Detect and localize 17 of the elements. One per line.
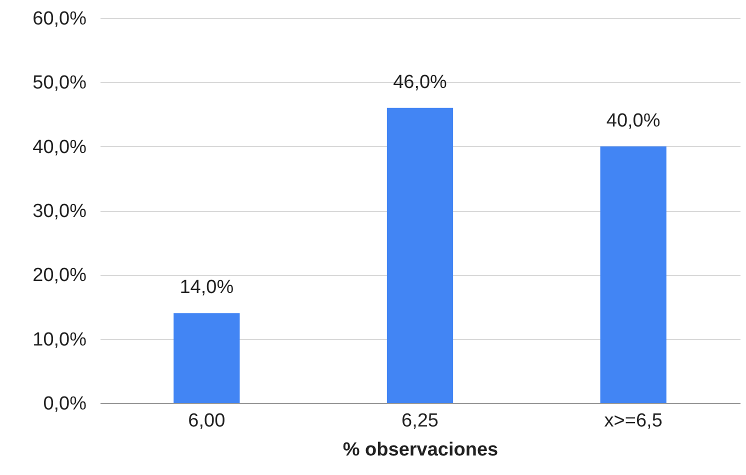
y-tick-label: 50,0%	[32, 72, 87, 94]
data-label: 14,0%	[180, 277, 234, 298]
data-label: 40,0%	[606, 110, 660, 132]
x-tick-label: 6,25	[402, 410, 438, 432]
y-tick-label: 0,0%	[43, 394, 87, 414]
y-tick-label: 30,0%	[32, 201, 87, 222]
y-tick-label: 60,0%	[32, 8, 87, 30]
y-tick-label: 10,0%	[32, 329, 87, 350]
x-axis-title: % observaciones	[342, 440, 498, 460]
bar	[600, 146, 666, 403]
y-tick-label: 20,0%	[32, 265, 87, 286]
data-label: 46,0%	[393, 72, 448, 93]
bar	[386, 108, 454, 403]
x-tick-label: 6,00	[188, 410, 226, 432]
x-tick-label: x>=6,5	[604, 410, 662, 432]
bar	[174, 313, 240, 403]
y-tick-label: 40,0%	[32, 136, 87, 158]
